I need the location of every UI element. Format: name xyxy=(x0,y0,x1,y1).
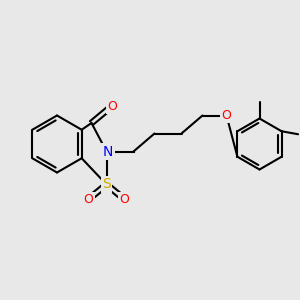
Text: N: N xyxy=(103,145,113,158)
Text: O: O xyxy=(120,193,129,206)
Text: S: S xyxy=(102,178,111,191)
Text: O: O xyxy=(108,100,117,113)
Text: O: O xyxy=(222,109,231,122)
Text: O: O xyxy=(84,193,93,206)
